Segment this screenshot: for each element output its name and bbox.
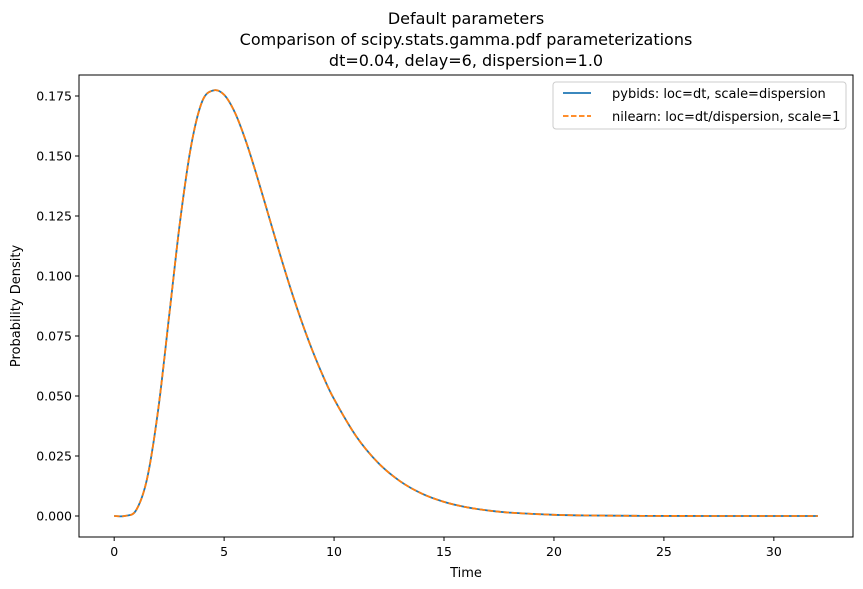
legend-label-pybids: pybids: loc=dt, scale=dispersion	[612, 87, 826, 102]
chart-subtitle-line-1: Comparison of scipy.stats.gamma.pdf para…	[240, 30, 693, 49]
x-tick-label: 30	[766, 544, 782, 559]
x-tick-label: 0	[110, 544, 118, 559]
x-tick-label: 25	[656, 544, 672, 559]
x-tick-label: 20	[546, 544, 562, 559]
plot-frame	[78, 74, 854, 538]
y-tick-label: 0.150	[36, 149, 72, 164]
chart-subtitle-line-2: dt=0.04, delay=6, dispersion=1.0	[329, 51, 603, 70]
plot-lines	[114, 89, 818, 518]
y-tick-label: 0.025	[36, 449, 72, 464]
y-tick-label: 0.075	[36, 329, 72, 344]
series-line-pybids	[114, 89, 818, 518]
y-axis-ticks: 0.000 0.025 0.050 0.075 0.100 0.125 0.150 0.175	[36, 89, 79, 524]
y-tick-label: 0.050	[36, 389, 72, 404]
y-tick-label: 0.125	[36, 209, 72, 224]
y-tick-label: 0.175	[36, 89, 72, 104]
legend: pybids: loc=dt, scale=dispersion nilearn…	[552, 81, 847, 130]
y-tick-label: 0.000	[36, 509, 72, 524]
x-axis-label: Time	[449, 566, 482, 581]
legend-label-nilearn: nilearn: loc=dt/dispersion, scale=1	[612, 110, 840, 125]
chart-title: Default parameters	[388, 9, 544, 28]
series-line-nilearn	[114, 89, 818, 518]
y-tick-label: 0.100	[36, 269, 72, 284]
x-tick-label: 10	[326, 544, 342, 559]
y-axis-label: Probability Density	[9, 245, 24, 368]
x-tick-label: 5	[220, 544, 228, 559]
x-tick-label: 15	[436, 544, 452, 559]
legend-box	[552, 81, 847, 130]
x-axis-ticks: 0 5 10 15 20 25 30	[110, 537, 782, 559]
